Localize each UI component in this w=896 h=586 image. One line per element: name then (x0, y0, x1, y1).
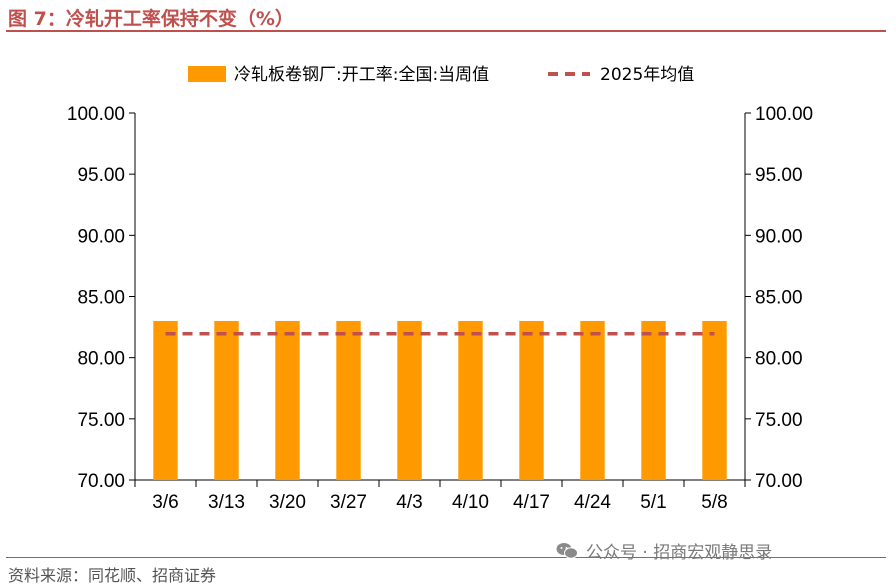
bar (580, 320, 605, 480)
y-tick-label-left: 100.00 (67, 104, 125, 125)
title-divider (6, 30, 886, 32)
y-tick-label-right: 70.00 (755, 471, 803, 492)
y-tick-label-left: 75.00 (77, 410, 125, 431)
bar (641, 320, 666, 480)
y-tick-label-left: 70.00 (77, 471, 125, 492)
legend-label-bar: 冷轧板卷钢厂:开工率:全国:当周值 (234, 65, 489, 85)
y-tick-label-right: 80.00 (755, 349, 803, 370)
y-tick-label-left: 90.00 (77, 226, 125, 247)
y-tick-label-right: 85.00 (755, 288, 803, 309)
x-tick-label: 3/20 (269, 492, 306, 513)
source-note: 资料来源：同花顺、招商证券 (8, 566, 217, 585)
legend: 冷轧板卷钢厂:开工率:全国:当周值 2025年均值 (188, 65, 694, 85)
legend-label-line: 2025年均值 (600, 65, 694, 85)
bar (397, 320, 422, 480)
y-tick-label-right: 100.00 (755, 104, 813, 125)
bar (275, 320, 300, 480)
y-tick-label-left: 85.00 (77, 288, 125, 309)
x-tick-label: 4/10 (452, 492, 489, 513)
bar (336, 320, 361, 480)
watermark-text: 公众号 · 招商宏观静思录 (586, 543, 773, 563)
wechat-icon (556, 542, 578, 559)
y-tick-label-right: 90.00 (755, 226, 803, 247)
x-tick-label: 3/27 (330, 492, 367, 513)
watermark: 公众号 · 招商宏观静思录 (556, 538, 772, 563)
bar (702, 320, 727, 480)
y-tick-label-left: 95.00 (77, 165, 125, 186)
x-axis-labels: 3/6 3/13 3/20 3/27 4/3 4/10 4/17 4/24 5/1 5/8 (152, 492, 727, 513)
x-tick-label: 4/3 (396, 492, 422, 513)
bar (214, 320, 239, 480)
y-tick-label-left: 80.00 (77, 349, 125, 370)
y-tick-label-right: 95.00 (755, 165, 803, 186)
footer-divider (6, 557, 886, 558)
y-tick-label-right: 75.00 (755, 410, 803, 431)
x-tick-label: 4/17 (513, 492, 550, 513)
figure-title: 图 7：冷轧开工率保持不变（%） (8, 8, 294, 30)
x-tick-label: 5/8 (701, 492, 727, 513)
axes: 70.00 75.00 80.00 85.00 90.00 95.00 100.00 70.0… (67, 104, 813, 492)
legend-swatch-bar (188, 66, 226, 82)
bar-series (153, 320, 727, 480)
x-tick-label: 3/6 (152, 492, 178, 513)
bar (458, 320, 483, 480)
x-tick-label: 4/24 (574, 492, 611, 513)
x-tick-label: 3/13 (208, 492, 245, 513)
bar (519, 320, 544, 480)
x-tick-label: 5/1 (640, 492, 666, 513)
bar (153, 320, 178, 480)
